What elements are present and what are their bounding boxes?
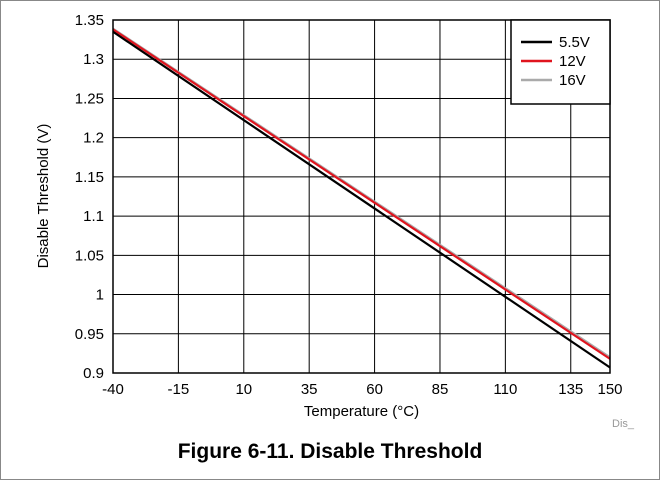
series-line-5-5v bbox=[112, 30, 611, 369]
legend: 5.5V 12V 16V bbox=[510, 19, 611, 105]
y-tick-label: 1.15 bbox=[75, 169, 104, 186]
x-tick-labels: -40 -15 10 35 60 85 110 135 150 bbox=[102, 381, 622, 398]
chart: -40 -15 10 35 60 85 110 135 150 0.9 0.95 1 1.05 1.1 1… bbox=[35, 12, 635, 430]
y-axis-label: Disable Threshold (V) bbox=[35, 124, 52, 269]
x-tick-label: 85 bbox=[432, 381, 449, 398]
y-tick-label: 1.05 bbox=[75, 247, 104, 264]
y-tick-label: 1.3 bbox=[83, 51, 104, 68]
x-tick-label: 135 bbox=[558, 381, 583, 398]
legend-label: 12V bbox=[559, 53, 586, 70]
plot-border bbox=[112, 19, 611, 374]
x-tick-label: 60 bbox=[366, 381, 383, 398]
series-lines bbox=[112, 27, 611, 369]
x-tick-label: -40 bbox=[102, 381, 124, 398]
y-tick-label: 1.35 bbox=[75, 12, 104, 29]
y-tick-label: 1.2 bbox=[83, 130, 104, 147]
y-tick-labels: 0.9 0.95 1 1.05 1.1 1.15 1.2 1.25 1.3 1.35 bbox=[75, 12, 104, 382]
x-tick-label: 110 bbox=[493, 381, 517, 398]
y-tick-label: 1.1 bbox=[83, 208, 104, 225]
x-tick-label: -15 bbox=[168, 381, 190, 398]
legend-label: 16V bbox=[559, 72, 586, 89]
figure-caption: Figure 6-11. Disable Threshold bbox=[177, 440, 483, 463]
x-axis-label: Temperature (°C) bbox=[304, 403, 419, 420]
x-tick-label: 150 bbox=[597, 381, 622, 398]
x-tick-label: 35 bbox=[301, 381, 318, 398]
y-tick-label: 0.95 bbox=[75, 326, 104, 343]
image-tag: Dis_ bbox=[612, 418, 635, 430]
y-tick-label: 1.25 bbox=[75, 90, 104, 107]
y-tick-label: 1 bbox=[96, 287, 104, 304]
x-tick-label: 10 bbox=[235, 381, 252, 398]
series-line-12v bbox=[112, 28, 611, 360]
legend-label: 5.5V bbox=[559, 34, 590, 51]
y-tick-label: 0.9 bbox=[83, 365, 104, 382]
